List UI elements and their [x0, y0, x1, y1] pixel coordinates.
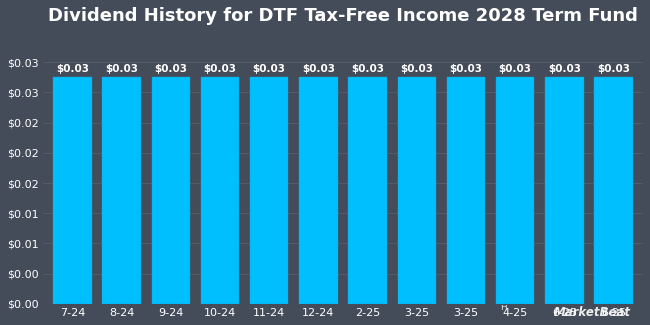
Bar — [348, 77, 387, 304]
Bar — [299, 77, 337, 304]
Bar — [151, 77, 190, 304]
Text: $0.03: $0.03 — [499, 64, 532, 74]
Bar — [201, 77, 239, 304]
Text: $0.03: $0.03 — [154, 64, 187, 74]
Text: $0.03: $0.03 — [548, 64, 581, 74]
Text: ᵸ: ᵸ — [500, 305, 507, 318]
Bar — [447, 77, 485, 304]
Bar — [250, 77, 289, 304]
Bar — [545, 77, 584, 304]
Text: $0.03: $0.03 — [400, 64, 434, 74]
Title: Dividend History for DTF Tax-Free Income 2028 Term Fund: Dividend History for DTF Tax-Free Income… — [48, 7, 638, 25]
Bar — [594, 77, 632, 304]
Text: $0.03: $0.03 — [253, 64, 285, 74]
Bar — [53, 77, 92, 304]
Text: MarketBeat: MarketBeat — [554, 306, 630, 318]
Bar — [103, 77, 141, 304]
Text: $0.03: $0.03 — [203, 64, 237, 74]
Bar — [398, 77, 436, 304]
Text: $0.03: $0.03 — [351, 64, 384, 74]
Text: $0.03: $0.03 — [105, 64, 138, 74]
Bar — [496, 77, 534, 304]
Text: $0.03: $0.03 — [449, 64, 482, 74]
Text: $0.03: $0.03 — [597, 64, 630, 74]
Text: $0.03: $0.03 — [56, 64, 89, 74]
Text: $0.03: $0.03 — [302, 64, 335, 74]
